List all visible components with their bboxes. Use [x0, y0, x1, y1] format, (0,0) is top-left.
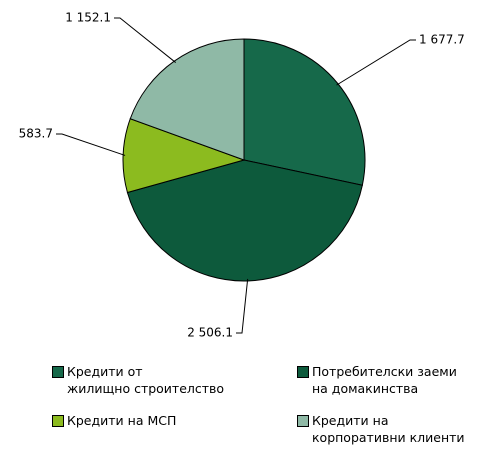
leader-line	[56, 133, 126, 156]
legend-label: Кредити на МСП	[67, 413, 177, 428]
pie-slice	[129, 38, 245, 161]
legend-swatch	[297, 415, 309, 427]
leader-line	[336, 39, 416, 86]
leader-line	[114, 17, 177, 63]
data-label: 1 677.7	[419, 33, 465, 47]
leader-line	[236, 278, 249, 334]
legend-label: Кредити от жилищно строителство	[67, 364, 225, 396]
pie-slice	[122, 118, 246, 194]
data-label: 583.7	[19, 127, 53, 141]
pie-slice	[243, 38, 366, 186]
legend-swatch	[52, 366, 64, 378]
legend-label: Кредити на корпоративни клиенти	[312, 413, 465, 445]
legend-label: Потребителски заеми на домакинства	[312, 364, 457, 396]
data-label: 2 506.1	[187, 326, 233, 340]
legend-swatch	[297, 366, 309, 378]
legend-swatch	[52, 415, 64, 427]
data-label: 1 152.1	[65, 11, 111, 25]
